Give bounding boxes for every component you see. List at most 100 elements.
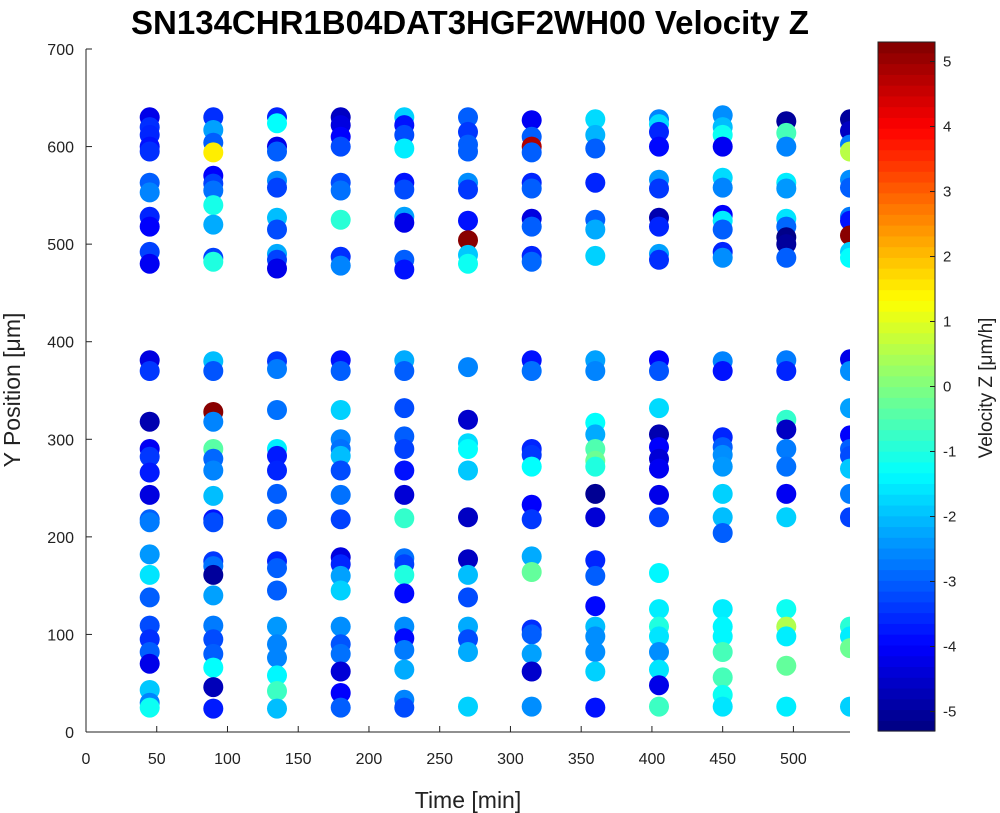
x-ticks: 0 50 100 150 200 250 300 350 400 450 500 [82, 726, 807, 768]
colorbar-band [878, 354, 935, 366]
data-point [776, 599, 797, 620]
colorbar-band [878, 547, 935, 560]
data-point [330, 400, 351, 420]
data-point [458, 549, 478, 570]
data-point [267, 460, 287, 481]
data-point [139, 411, 160, 432]
colorbar-band [878, 268, 935, 280]
x-tick-label: 500 [780, 751, 807, 768]
data-point [458, 357, 478, 378]
data-point [203, 615, 224, 636]
data-point [521, 178, 542, 199]
colorbar-band [878, 343, 935, 355]
colorbar-band [878, 42, 935, 54]
data-point [330, 661, 351, 682]
data-point [139, 512, 160, 533]
data-point [330, 484, 351, 505]
colorbar-band [878, 63, 935, 75]
colorbar-band [878, 106, 935, 118]
data-point [139, 587, 160, 608]
colorbar-band [878, 235, 935, 248]
colorbar-band [878, 117, 935, 129]
data-point [458, 507, 478, 528]
data-point [267, 509, 287, 530]
data-point [585, 642, 606, 662]
data-point [712, 626, 733, 647]
data-point [585, 361, 606, 381]
data-point [394, 138, 415, 159]
x-tick-label: 300 [497, 751, 524, 768]
data-point [267, 113, 287, 134]
data-point [394, 484, 415, 505]
colorbar-band [878, 181, 935, 194]
data-point [330, 445, 351, 466]
data-point [203, 512, 224, 533]
data-point [330, 180, 351, 201]
colorbar-band [878, 634, 935, 646]
data-point [585, 550, 606, 571]
scatter-points [139, 105, 850, 719]
data-point [267, 445, 287, 466]
data-point [330, 209, 351, 230]
colorbar-band [878, 149, 935, 162]
data-point [394, 398, 415, 419]
data-point [776, 626, 797, 647]
colorbar-band [878, 397, 935, 409]
data-point [203, 677, 224, 698]
x-tick-label: 350 [568, 751, 595, 768]
colorbar-band [878, 612, 935, 624]
data-point [458, 439, 478, 459]
data-point [139, 697, 160, 718]
data-point [585, 245, 606, 266]
data-point [649, 563, 669, 583]
data-point [712, 219, 733, 240]
data-point [649, 599, 669, 620]
data-point [458, 696, 478, 717]
y-tick-label: 200 [47, 530, 74, 547]
colorbar-band [878, 171, 935, 183]
data-point [203, 643, 224, 664]
x-tick-label: 0 [82, 751, 91, 768]
data-point [394, 179, 415, 200]
data-point [776, 419, 797, 440]
data-point [712, 361, 733, 381]
data-point [267, 580, 287, 601]
data-point [458, 141, 478, 162]
data-point [521, 142, 542, 163]
data-point [394, 583, 415, 604]
colorbar-tick-label: 3 [943, 184, 951, 201]
colorbar-band [878, 246, 935, 258]
data-point [585, 109, 606, 130]
x-axis-label: Time [min] [415, 787, 522, 813]
data-point [585, 507, 606, 528]
data-point [330, 361, 351, 381]
data-point [139, 462, 160, 483]
y-tick-label: 400 [47, 335, 74, 352]
data-point [585, 456, 606, 477]
data-point [585, 626, 606, 647]
data-point [267, 698, 287, 719]
data-point [585, 697, 606, 718]
data-point [776, 696, 797, 717]
data-point [840, 361, 850, 381]
data-point [776, 247, 797, 268]
data-point [521, 562, 542, 582]
data-point [458, 179, 478, 200]
data-point [840, 483, 850, 504]
colorbar-band [878, 128, 935, 140]
data-point [267, 141, 287, 162]
data-point [394, 439, 415, 459]
data-point [394, 212, 415, 233]
colorbar-band [878, 225, 935, 237]
colorbar-band [878, 95, 935, 108]
data-point [776, 234, 797, 255]
data-point [203, 411, 224, 432]
data-point [267, 400, 287, 420]
data-point [840, 507, 850, 528]
data-point [330, 616, 351, 637]
data-point [458, 642, 478, 662]
data-point [267, 616, 287, 637]
colorbar-band [878, 386, 935, 398]
data-point [712, 696, 733, 717]
colorbar-band [878, 451, 935, 463]
